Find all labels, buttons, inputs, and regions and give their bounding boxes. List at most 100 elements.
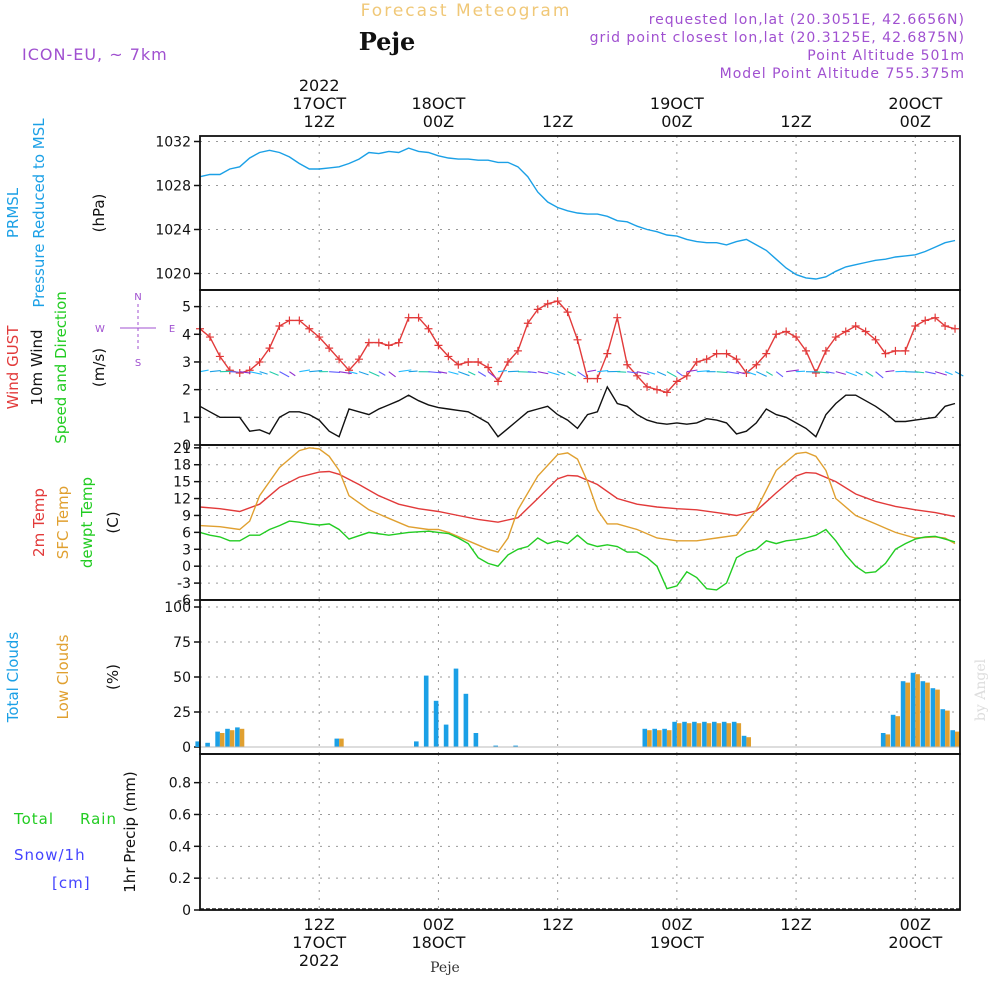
- gust-point: [653, 386, 661, 394]
- time-label-bottom: 12Z: [304, 915, 335, 934]
- gust-point: [951, 325, 959, 333]
- y-tick-label: 18: [173, 458, 191, 474]
- time-label-top: 12Z: [542, 112, 573, 131]
- cloud-bar: [444, 725, 449, 747]
- wind-arrow: [587, 370, 596, 372]
- y-tick-label: 25: [173, 705, 191, 721]
- y-tick-label: 0.4: [169, 839, 191, 855]
- wind-arrow: [885, 371, 894, 372]
- wind-arrow: [846, 372, 857, 376]
- cloud-bar: [722, 722, 727, 747]
- cloud-bar: [925, 683, 930, 747]
- gust-point: [405, 314, 413, 322]
- time-label-bottom: 00Z: [423, 915, 454, 934]
- cloud-bar: [886, 734, 891, 747]
- wind-arrow: [448, 372, 458, 375]
- chart-title: Forecast Meteogram: [361, 1, 572, 21]
- y-axis-label: (%): [104, 664, 122, 690]
- wind-arrow: [657, 372, 666, 376]
- compass-n: N: [134, 292, 141, 303]
- cloud-bar: [652, 729, 657, 747]
- wind-arrow: [289, 372, 295, 376]
- cloud-bar: [677, 723, 682, 747]
- wind-arrow: [409, 371, 418, 372]
- cloud-bar: [474, 733, 479, 747]
- wind-arrow: [617, 372, 626, 373]
- y-axis-label: 10m Wind: [28, 329, 46, 405]
- cloud-bar: [945, 711, 950, 747]
- gust-point: [464, 358, 472, 366]
- y-tick-label: 12: [173, 492, 191, 508]
- y-tick-label: 0.6: [169, 807, 191, 823]
- cloud-bar: [931, 688, 936, 747]
- wind-arrow: [299, 370, 310, 372]
- time-label-top: 12Z: [780, 112, 811, 131]
- wind-arrow: [538, 372, 548, 374]
- time-label-top: 19OCT: [650, 94, 704, 113]
- cloud-bar: [647, 730, 652, 747]
- wind-arrow: [876, 372, 884, 378]
- time-label-top: 20OCT: [888, 94, 942, 113]
- gust-point: [613, 314, 621, 322]
- cloud-bar: [335, 739, 340, 747]
- cloud-bar: [424, 676, 429, 747]
- time-label-bottom: 00Z: [900, 915, 931, 934]
- cloud-bar: [235, 727, 240, 747]
- cloud-bar: [667, 730, 672, 747]
- cloud-bar: [672, 722, 677, 747]
- gust-point: [385, 341, 393, 349]
- cloud-bar: [712, 722, 717, 747]
- y-tick-label: 75: [173, 635, 191, 651]
- wind-arrow: [210, 371, 221, 372]
- cloud-bar: [881, 733, 886, 747]
- y-axis-label: Total: [13, 810, 54, 828]
- gust-point: [375, 339, 383, 347]
- series-line: [200, 448, 955, 552]
- cloud-bar: [215, 732, 220, 747]
- wind-arrow: [856, 372, 863, 375]
- wind-arrow: [945, 372, 952, 375]
- wind-arrow: [329, 372, 340, 373]
- wind-arrow: [200, 370, 209, 372]
- cloud-bar: [746, 737, 751, 747]
- cloud-bar: [230, 730, 235, 747]
- gust-point: [891, 347, 899, 355]
- gust-point: [782, 328, 790, 336]
- cloud-bar: [732, 722, 737, 747]
- cloud-bar: [921, 681, 926, 747]
- cloud-bar: [707, 723, 712, 747]
- wind-arrow: [667, 372, 677, 377]
- compass-e: E: [169, 324, 175, 335]
- gust-point: [921, 316, 929, 324]
- y-tick-label: 4: [182, 327, 191, 343]
- y-axis-label: Total Clouds: [4, 632, 22, 724]
- wind-arrow: [558, 372, 566, 375]
- cloud-bar: [205, 743, 210, 747]
- wind-arrow: [776, 372, 783, 377]
- y-tick-label: 9: [182, 508, 191, 524]
- wind-arrow: [687, 370, 698, 372]
- y-axis-label: (m/s): [90, 348, 108, 387]
- wind-arrow: [379, 372, 385, 376]
- y-axis-label: 1hr Precip (mm): [121, 771, 139, 892]
- wind-arrow: [279, 372, 289, 377]
- y-axis-label: PRMSL: [4, 187, 22, 238]
- wind-arrow: [359, 372, 369, 375]
- time-label-top: 18OCT: [411, 94, 465, 113]
- cloud-bar: [727, 723, 732, 747]
- series-line: [200, 472, 955, 523]
- y-tick-label: 1020: [155, 267, 191, 283]
- cloud-bar: [454, 669, 459, 747]
- cloud-bar: [955, 732, 960, 747]
- y-tick-label: 1032: [155, 135, 191, 151]
- cloud-bar: [895, 716, 900, 747]
- y-tick-label: 1: [182, 410, 191, 426]
- time-label-bottom: 12Z: [780, 915, 811, 934]
- time-label-top: 17OCT: [292, 94, 346, 113]
